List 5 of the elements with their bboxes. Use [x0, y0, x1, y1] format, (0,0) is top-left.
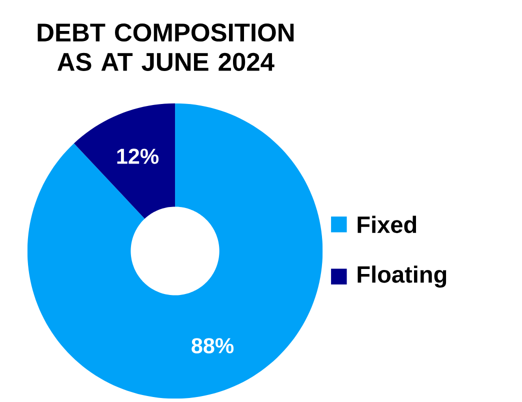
data-label: 12%: [117, 148, 159, 164]
legend-label: Fixed: [358, 216, 416, 234]
legend-label: Floating: [358, 266, 446, 288]
chart-title: DEBT COMPOSITION AS AT JUNE 2024: [38, 24, 294, 72]
data-label: 88%: [192, 338, 234, 354]
